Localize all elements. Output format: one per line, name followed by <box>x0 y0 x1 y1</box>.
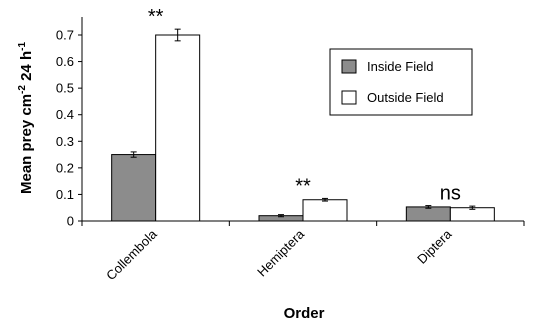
y-tick-label: 0.6 <box>56 54 74 69</box>
legend-swatch-outside-field <box>341 90 357 105</box>
x-tick-label: Collembola <box>103 226 160 283</box>
y-tick-label: 0 <box>67 214 74 229</box>
legend-label-outside-field: Outside Field <box>367 90 444 105</box>
significance-label: ns <box>440 183 461 205</box>
x-tick-label: Hemiptera <box>254 226 308 280</box>
significance-label: ** <box>148 6 164 28</box>
y-axis-title: Mean prey cm-2 24 h-1 <box>17 42 35 194</box>
legend-swatch-inside-field <box>341 59 357 74</box>
significance-label: ** <box>295 175 311 197</box>
error-bars-layer <box>130 28 476 218</box>
bars-layer <box>111 34 495 222</box>
bar-hemiptera-outside-field <box>302 199 348 222</box>
legend: Inside Field Outside Field <box>329 48 473 116</box>
y-tick-label: 0.5 <box>56 81 74 96</box>
axes-layer <box>81 17 524 222</box>
bar-collembola-inside-field <box>111 154 157 222</box>
x-tick-label: Diptera <box>414 226 455 267</box>
y-tick-label: 0.4 <box>56 107 74 122</box>
y-tick-label: 0.1 <box>56 187 74 202</box>
y-tick-label: 0.7 <box>56 28 74 43</box>
x-axis-title: Order <box>284 305 325 322</box>
bar-diptera-inside-field <box>405 206 451 222</box>
y-tick-label: 0.3 <box>56 134 74 149</box>
significance-layer: ** ** ns <box>148 6 461 204</box>
legend-label-inside-field: Inside Field <box>367 59 433 74</box>
bar-collembola-outside-field <box>155 34 201 222</box>
y-tick-label: 0.2 <box>56 160 74 175</box>
